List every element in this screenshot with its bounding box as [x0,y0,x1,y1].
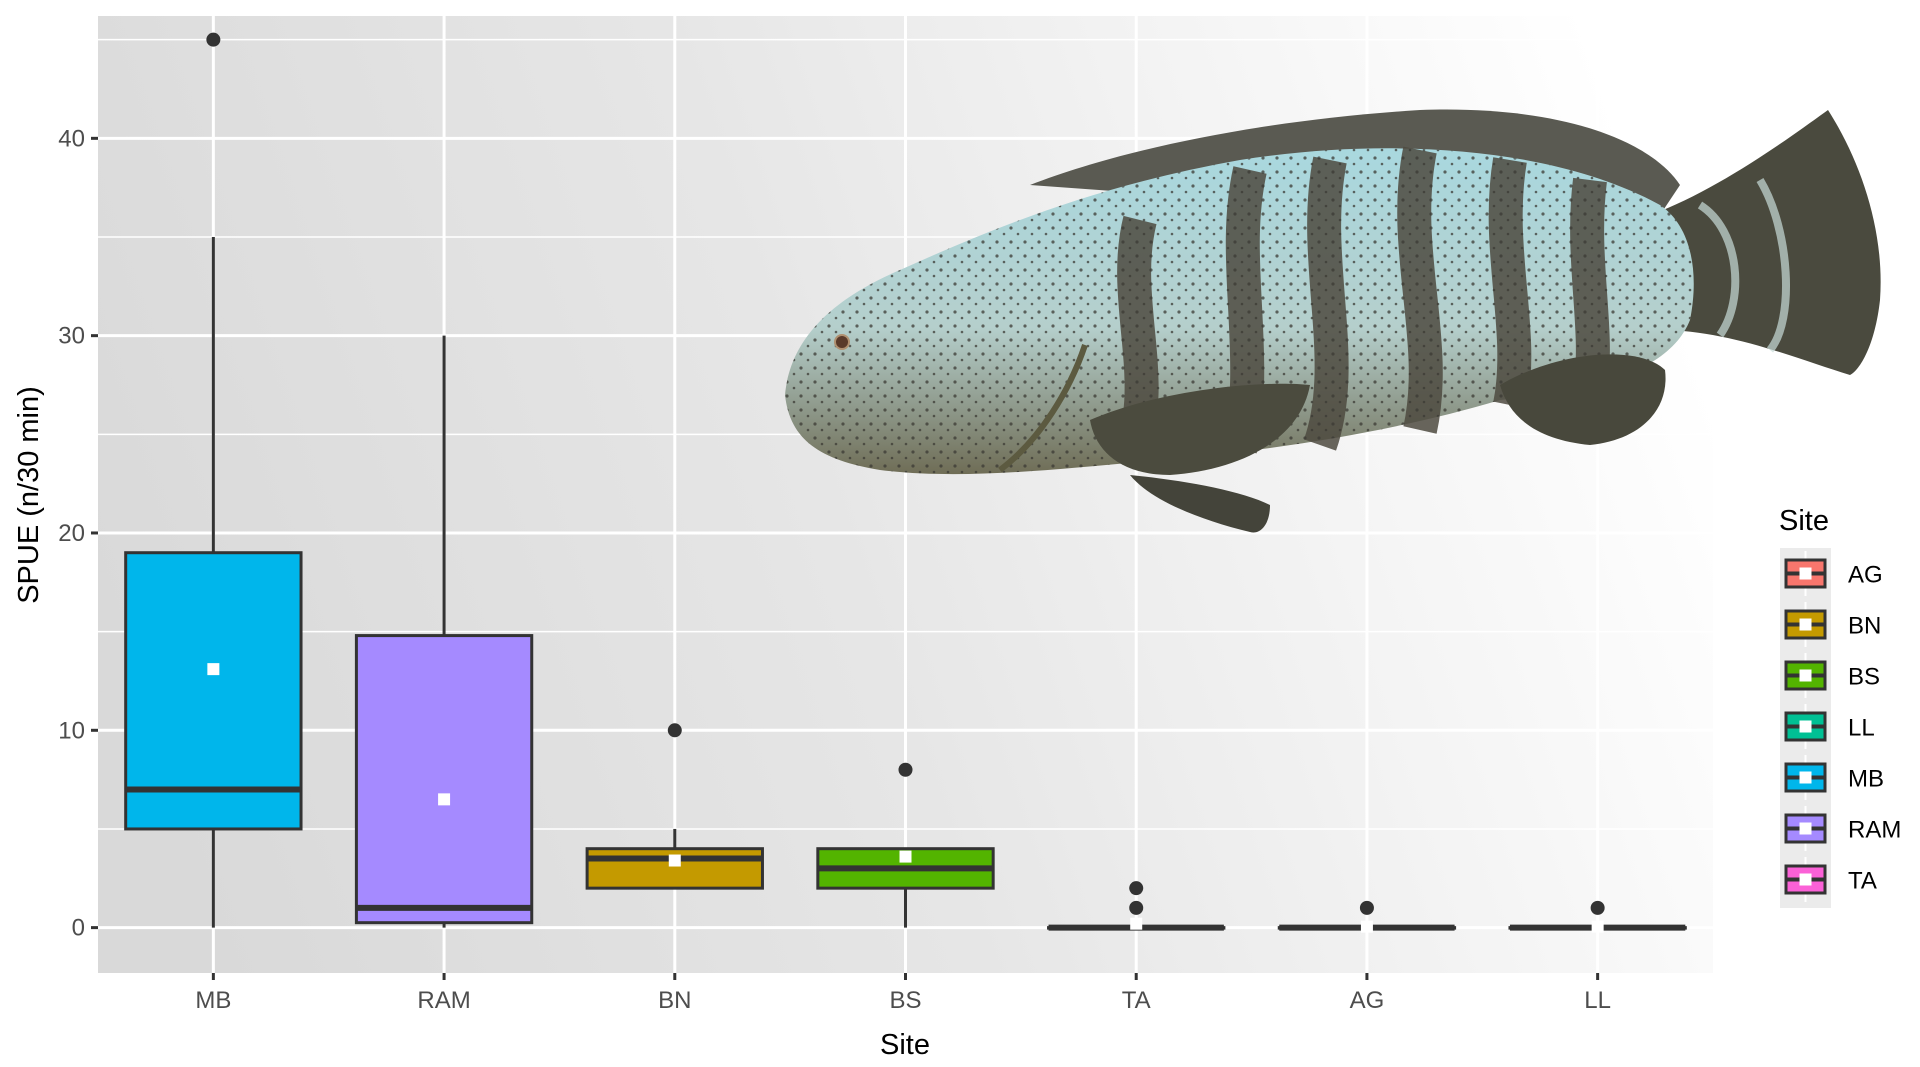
y-tick-label: 40 [58,125,85,152]
fish-anal-fin [1500,354,1666,445]
mean-marker [668,854,681,867]
mean-marker [438,793,451,806]
outlier-point [898,762,913,777]
legend-label: AG [1848,562,1883,589]
y-tick-label: 30 [58,323,85,350]
legend-title: Site [1779,505,1829,537]
boxplot-bn [585,723,764,890]
legend-key-mean-marker [1799,771,1812,784]
boxplot-ag [1277,900,1457,933]
x-tick-label: TA [1122,987,1151,1014]
legend-label: MB [1848,766,1884,793]
box [124,551,303,831]
grouper-fish-image [785,109,1881,533]
mean-marker [1130,917,1143,930]
x-tick-label: LL [1584,987,1611,1014]
y-tick-label: 0 [72,915,85,942]
mean-marker [899,850,912,863]
y-tick-label: 20 [58,520,85,547]
outlier-point [1129,900,1144,915]
legend-label: LL [1848,715,1875,742]
mean-marker [1360,920,1373,933]
box [354,634,534,925]
legend-item-ag: AG [1784,551,1883,596]
x-axis: MB RAM BN BS TA AG LL [195,973,1611,1014]
legend-label: BS [1848,664,1880,691]
legend-item-ta: TA [1784,857,1877,902]
legend-key-mean-marker [1799,822,1812,835]
fish-eye [834,334,850,350]
legend-items: AG BN BS LL MB RAM TA [1784,551,1901,902]
outlier-point [1359,900,1374,915]
x-tick-label: BN [658,987,691,1014]
outlier-point [1129,881,1144,896]
boxplots [124,32,1687,933]
legend-item-mb: MB [1784,755,1884,800]
fish-pectoral-fin [1090,383,1310,475]
legend-key-mean-marker [1799,720,1812,733]
outlier-point [667,723,682,738]
fish-tail-bands [1697,177,1791,353]
fish-gill [998,344,1088,473]
y-axis: 0 10 20 30 40 [58,125,98,942]
mean-marker [207,663,220,676]
x-tick-label: BS [889,987,921,1014]
legend: Site AG BN BS LL MB RAM TA [1779,505,1901,908]
y-tick-label: 10 [58,717,85,744]
x-tick-label: AG [1350,987,1385,1014]
legend-label: RAM [1848,817,1901,844]
legend-key-mean-marker [1799,567,1812,580]
fish-spots-layer [785,148,1694,475]
mean-marker [1591,920,1604,933]
legend-key-mean-marker [1799,873,1812,886]
y-axis-title: SPUE (n/30 min) [13,386,45,604]
legend-item-bs: BS [1784,653,1880,698]
boxplot-bs [816,762,995,928]
legend-key-mean-marker [1799,618,1812,631]
legend-item-ll: LL [1784,704,1875,749]
boxplot-ram [354,335,534,928]
boxplot-ta [1047,881,1226,931]
outlier-point [1590,900,1605,915]
fish-pelvic-fin [1130,475,1270,533]
legend-key-mean-marker [1799,669,1812,682]
legend-item-ram: RAM [1784,806,1901,851]
x-tick-label: RAM [417,987,470,1014]
legend-item-bn: BN [1784,602,1881,647]
outlier-point [206,32,221,47]
fish-tail [1650,110,1881,375]
boxplot-mb [124,32,303,928]
legend-label: TA [1848,868,1877,895]
legend-label: BN [1848,613,1881,640]
x-axis-title: Site [880,1029,930,1061]
x-tick-label: MB [195,987,231,1014]
boxplot-ll [1508,900,1687,933]
